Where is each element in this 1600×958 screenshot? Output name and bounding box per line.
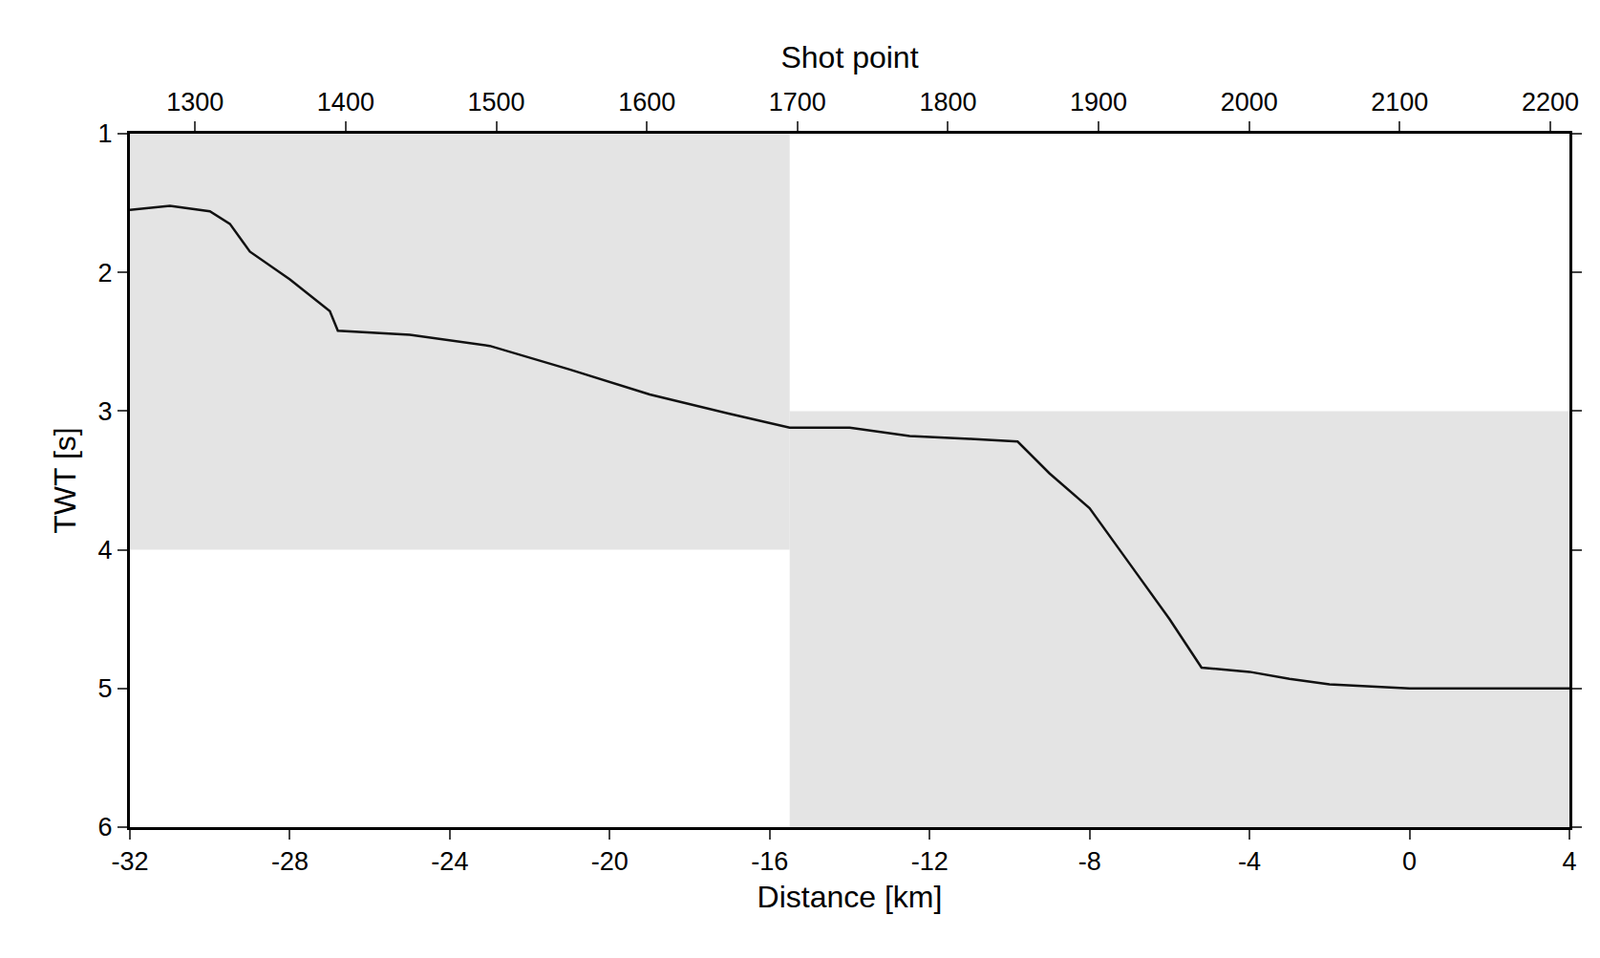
svg-text:6: 6 xyxy=(98,812,113,842)
svg-text:2000: 2000 xyxy=(1220,87,1279,117)
svg-text:-8: -8 xyxy=(1078,847,1102,876)
svg-text:2200: 2200 xyxy=(1521,87,1579,117)
svg-text:1400: 1400 xyxy=(317,87,375,117)
svg-text:-32: -32 xyxy=(110,847,149,876)
svg-text:1900: 1900 xyxy=(1069,87,1128,117)
svg-text:Shot point: Shot point xyxy=(780,40,918,75)
svg-text:TWT [s]: TWT [s] xyxy=(47,426,83,534)
svg-text:1300: 1300 xyxy=(166,87,224,117)
svg-text:-20: -20 xyxy=(591,847,629,876)
svg-text:-28: -28 xyxy=(271,847,309,876)
svg-text:1700: 1700 xyxy=(768,87,827,117)
svg-text:1600: 1600 xyxy=(618,87,676,117)
svg-text:2100: 2100 xyxy=(1370,87,1429,117)
svg-text:-12: -12 xyxy=(911,847,949,876)
svg-text:1: 1 xyxy=(98,119,113,149)
svg-text:-16: -16 xyxy=(750,847,789,876)
svg-text:3: 3 xyxy=(98,397,113,427)
svg-text:Distance [km]: Distance [km] xyxy=(757,879,943,915)
svg-text:4: 4 xyxy=(98,535,113,565)
svg-text:-24: -24 xyxy=(430,847,469,876)
svg-text:4: 4 xyxy=(1561,847,1577,876)
svg-text:1500: 1500 xyxy=(467,87,525,117)
svg-text:1800: 1800 xyxy=(918,87,977,117)
svg-text:-4: -4 xyxy=(1237,847,1261,876)
svg-text:0: 0 xyxy=(1402,847,1417,876)
svg-text:2: 2 xyxy=(98,258,113,288)
svg-text:5: 5 xyxy=(98,674,113,704)
